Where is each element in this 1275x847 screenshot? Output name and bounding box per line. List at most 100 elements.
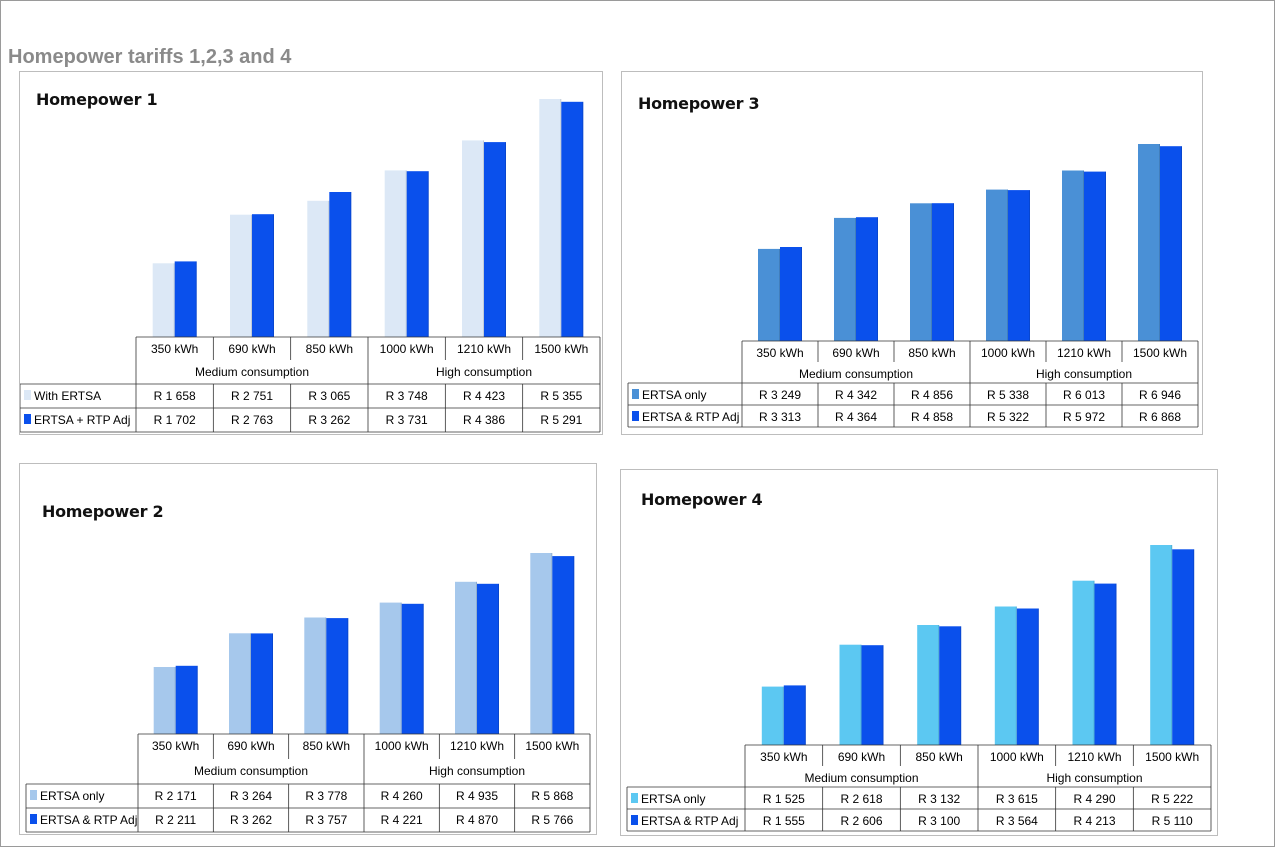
chart-title: Homepower 4: [641, 490, 763, 509]
category-label: 1210 kWh: [457, 342, 511, 356]
data-label: R 4 386: [463, 413, 505, 427]
category-label: 690 kWh: [832, 346, 879, 360]
data-label: R 5 322: [987, 410, 1029, 424]
category-label: 690 kWh: [227, 739, 274, 753]
bar-shade: [350, 192, 352, 337]
category-label: 1500 kWh: [1145, 750, 1199, 764]
data-label: R 6 868: [1139, 410, 1181, 424]
bar: [834, 217, 856, 341]
data-label: R 3 313: [759, 410, 801, 424]
bar: [939, 626, 962, 745]
data-label: R 3 731: [386, 413, 428, 427]
bar-shade: [882, 645, 884, 745]
category-label: 1500 kWh: [534, 342, 588, 356]
data-label: R 3 615: [996, 792, 1038, 806]
group-label: Medium consumption: [804, 771, 918, 785]
bar-shade: [801, 247, 802, 341]
bar: [477, 583, 499, 734]
bar-shade: [422, 603, 424, 734]
data-label: R 4 213: [1073, 814, 1115, 828]
bar: [304, 617, 327, 734]
bar-shade: [1115, 583, 1117, 745]
data-label: R 5 868: [531, 789, 573, 803]
chart-panel-homepower-2: Homepower 2 Medium consumption High consu…: [19, 463, 597, 835]
data-label: R 4 858: [911, 410, 953, 424]
legend-swatch: [632, 411, 639, 421]
data-label: R 2 171: [155, 789, 197, 803]
bar: [1084, 171, 1106, 341]
legend-label: ERTSA + RTP Adj: [34, 413, 130, 427]
data-label: R 3 264: [230, 789, 272, 803]
data-label: R 2 618: [840, 792, 882, 806]
bar-shade: [573, 556, 575, 734]
bar-shade: [273, 214, 274, 337]
bar-shade: [1037, 608, 1039, 745]
data-label: R 3 564: [996, 814, 1038, 828]
category-label: 1000 kWh: [380, 342, 434, 356]
bar: [251, 633, 273, 734]
bar-shade: [1029, 190, 1030, 341]
legend-label: ERTSA & RTP Adj: [641, 814, 738, 828]
data-label: R 3 262: [230, 813, 272, 827]
data-label: R 3 778: [305, 789, 347, 803]
category-label: 1000 kWh: [981, 346, 1035, 360]
bar-shade: [860, 644, 862, 745]
data-label: R 1 658: [154, 389, 196, 403]
bar-shade: [196, 665, 198, 734]
legend-label: ERTSA & RTP Adj: [40, 813, 137, 827]
data-label: R 4 342: [835, 388, 877, 402]
bar: [539, 99, 562, 337]
bar-shade: [779, 248, 780, 341]
bar: [1138, 144, 1160, 341]
group-label: Medium consumption: [799, 367, 913, 381]
bar: [153, 667, 176, 734]
bar-shade: [1093, 580, 1095, 745]
bar: [401, 603, 424, 734]
data-label: R 6 946: [1139, 388, 1181, 402]
bar-shade: [953, 203, 954, 341]
legend-label: With ERTSA: [34, 389, 101, 403]
data-label: R 3 249: [759, 388, 801, 402]
bar-shade: [931, 203, 932, 341]
data-label: R 3 748: [386, 389, 428, 403]
bar: [1094, 583, 1117, 745]
chart-svg: Medium consumption High consumption 350 kW…: [25, 553, 591, 833]
bar: [406, 171, 429, 337]
bar-shade: [1171, 545, 1173, 745]
bar-shade: [855, 217, 856, 341]
bar-shade: [1181, 146, 1182, 341]
bar: [1150, 545, 1173, 745]
bar: [932, 203, 954, 341]
data-label: R 3 757: [305, 813, 347, 827]
bar-shade: [960, 626, 962, 745]
data-label: R 6 013: [1063, 388, 1105, 402]
category-label: 1210 kWh: [1057, 346, 1111, 360]
legend-swatch: [24, 414, 31, 424]
category-label: 1000 kWh: [990, 750, 1044, 764]
group-label: High consumption: [436, 365, 532, 379]
bar: [994, 606, 1017, 745]
data-label: R 2 606: [840, 814, 882, 828]
bar: [484, 142, 506, 337]
chart-svg: Medium consumption High consumption 350 kW…: [626, 545, 1212, 832]
bar-shade: [498, 583, 499, 734]
category-label: 350 kWh: [760, 750, 807, 764]
bar-shade: [505, 142, 506, 337]
bar-shade: [328, 200, 330, 337]
bar-shade: [251, 214, 252, 337]
group-label: Medium consumption: [194, 764, 308, 778]
bar-shade: [325, 617, 327, 734]
bar: [152, 263, 175, 337]
bar-shade: [272, 633, 273, 734]
bar: [230, 214, 252, 337]
data-label: R 4 423: [463, 389, 505, 403]
category-label: 850 kWh: [908, 346, 955, 360]
category-label: 1500 kWh: [1133, 346, 1187, 360]
data-label: R 1 525: [763, 792, 805, 806]
category-label: 850 kWh: [306, 342, 353, 356]
bar: [561, 101, 584, 337]
bar-shade: [476, 581, 477, 734]
legend-swatch: [632, 389, 639, 399]
bar-shade: [195, 261, 197, 337]
bar-shade: [400, 602, 402, 734]
